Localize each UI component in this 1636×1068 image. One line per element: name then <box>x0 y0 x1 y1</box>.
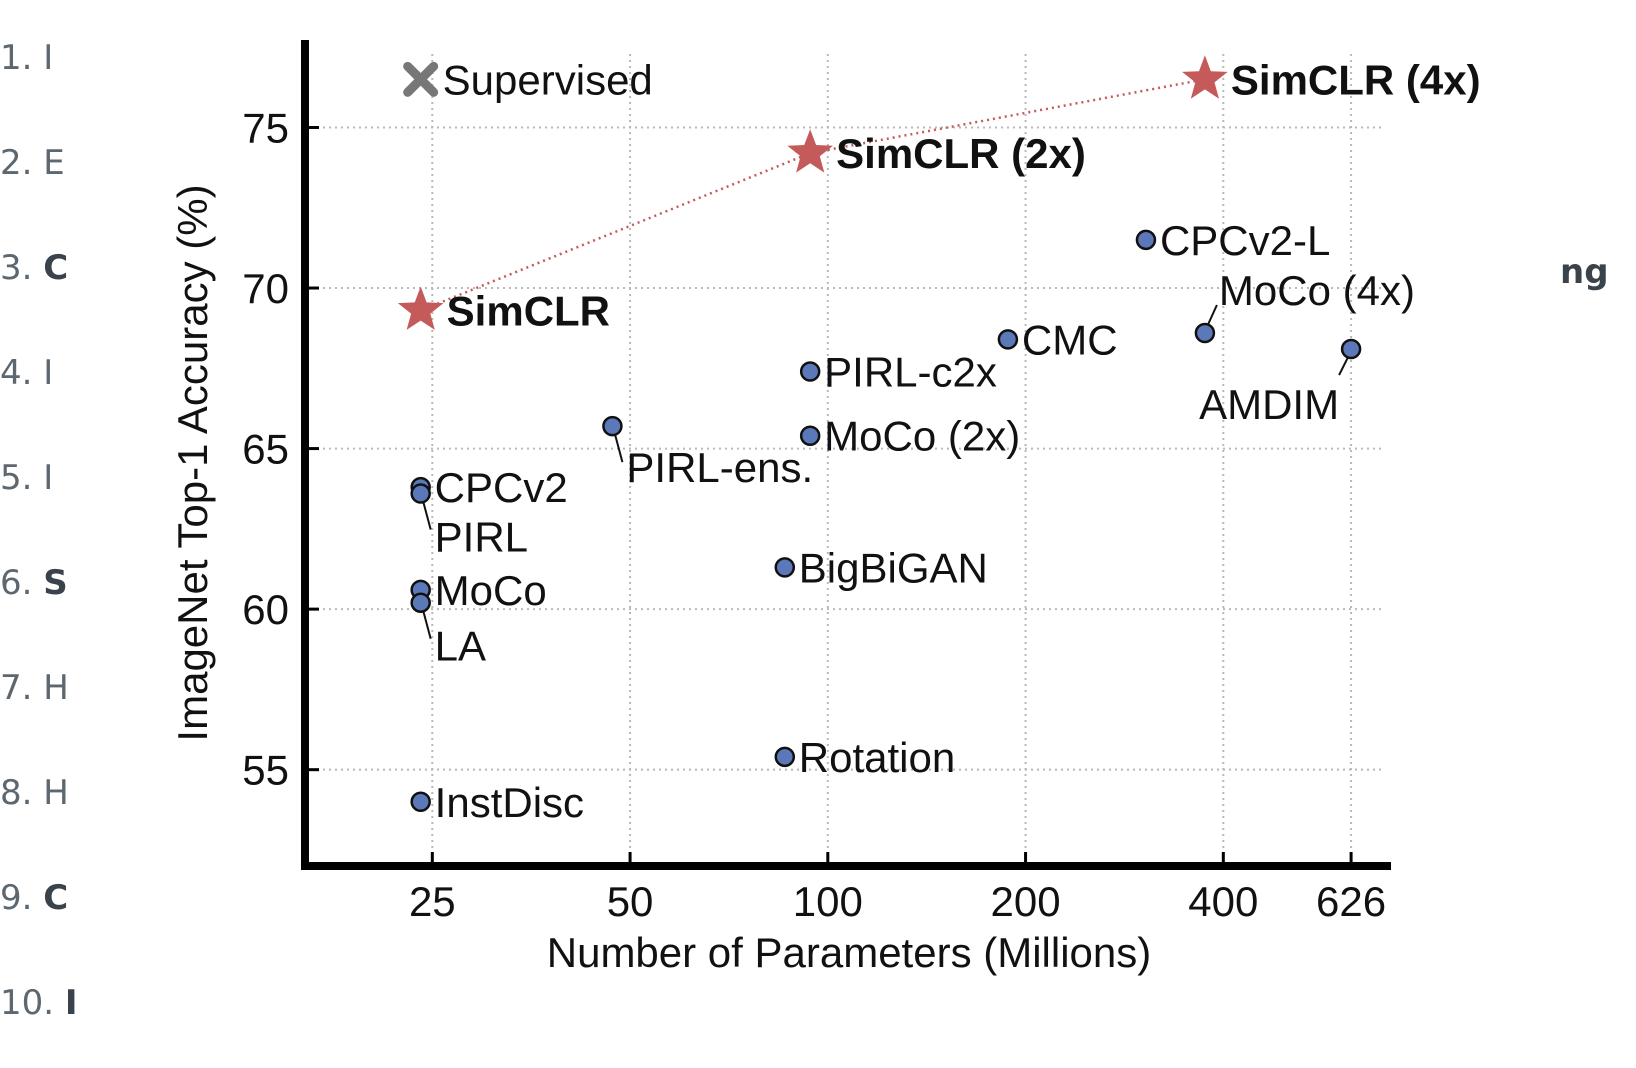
x-axis-label: Number of Parameters (Millions) <box>547 929 1152 976</box>
label-leader-line <box>1205 304 1218 328</box>
data-point <box>774 746 796 768</box>
data-point <box>799 361 821 382</box>
data-point <box>1135 229 1157 251</box>
data-point-label: MoCo (4x) <box>1219 267 1415 314</box>
data-point <box>1340 338 1362 360</box>
y-tick-label: 75 <box>242 104 289 151</box>
x-tick-label: 400 <box>1188 878 1258 925</box>
data-point <box>602 415 623 437</box>
label-leader-line <box>421 608 432 639</box>
supervised-x-marker <box>403 61 439 97</box>
x-tick-label: 50 <box>607 878 654 925</box>
x-tick-label: 626 <box>1316 878 1386 925</box>
y-tick-label: 70 <box>242 265 289 312</box>
x-tick-label: 200 <box>991 878 1061 925</box>
x-tick-label: 25 <box>409 878 456 925</box>
data-point-label: LA <box>435 623 486 670</box>
data-point-label: AMDIM <box>1199 381 1339 428</box>
data-point-label: CPCv2 <box>435 464 568 511</box>
data-point-label: MoCo (2x) <box>824 413 1020 460</box>
data-point <box>1194 322 1216 344</box>
data-point-label: PIRL <box>435 514 528 561</box>
data-point-label: CPCv2-L <box>1160 217 1330 264</box>
list-item-8: 8. H <box>0 773 69 813</box>
simclr-label: SimCLR <box>447 288 610 335</box>
list-item-10: 10. I <box>0 983 78 1023</box>
data-point <box>410 483 431 504</box>
data-point <box>410 791 431 813</box>
y-axis-label: ImageNet Top-1 Accuracy (%) <box>169 184 216 741</box>
list-item-6: 6. S <box>0 563 68 603</box>
x-tick-label: 100 <box>793 878 863 925</box>
supervised-label: Supervised <box>443 56 653 103</box>
list-item-2: 2. E <box>0 143 65 183</box>
simclr-label: SimCLR (2x) <box>836 130 1086 177</box>
axes <box>301 40 1391 870</box>
right-text-fragment: ng <box>1560 252 1609 292</box>
data-point-label: Rotation <box>799 734 955 781</box>
list-item-1: 1. I <box>0 38 54 78</box>
label-leader-line <box>421 499 432 530</box>
supervised-x-stroke <box>403 61 439 97</box>
tick-labels: 25 50 100 200 400 626 55 60 65 70 75 <box>242 104 1386 925</box>
data-point <box>410 592 431 613</box>
data-point <box>799 425 821 446</box>
y-tick-label: 55 <box>242 747 289 794</box>
list-item-7: 7. H <box>0 668 69 708</box>
data-point-label: MoCo <box>435 567 547 614</box>
simclr-label: SimCLR (4x) <box>1231 56 1481 103</box>
data-point-label: BigBiGAN <box>799 544 988 591</box>
simclr-connector-line <box>420 78 1206 312</box>
y-tick-label: 60 <box>242 586 289 633</box>
simclr-star <box>397 286 444 330</box>
data-point <box>774 557 796 578</box>
list-item-5: 5. I <box>0 458 54 498</box>
y-tick-label: 65 <box>242 426 289 473</box>
data-point-label: CMC <box>1022 316 1118 363</box>
data-point-label: PIRL-ens. <box>626 444 813 491</box>
simclr-star <box>1182 55 1228 99</box>
label-leader-line <box>613 431 624 463</box>
list-item-4: 4. I <box>0 353 54 393</box>
data-point <box>997 329 1019 350</box>
list-item-3: 3. C <box>0 248 69 288</box>
data-point-label: PIRL-c2x <box>824 349 997 396</box>
list-item-9: 9. C <box>0 878 69 918</box>
simclr-star <box>787 129 833 173</box>
data-point-label: InstDisc <box>435 779 584 826</box>
